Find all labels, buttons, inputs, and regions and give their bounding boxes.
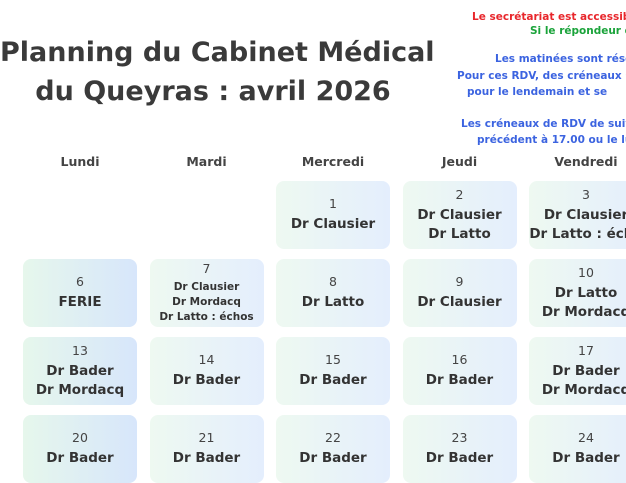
day-card: 20 Dr Bader (23, 415, 137, 483)
day-card: 17 Dr Bader Dr Mordacq (529, 337, 626, 405)
day-card: 2 Dr Clausier Dr Latto (402, 181, 517, 249)
doctor-line: Dr Bader (552, 450, 620, 466)
doctor-line: Dr Latto : écho (529, 225, 626, 242)
day-card: 15 Dr Bader (276, 337, 390, 405)
doctor-line: Dr Clausier (173, 281, 240, 293)
doctor-line: Dr Latto (301, 294, 365, 310)
day-card: 16 Dr Bader (402, 337, 517, 405)
doctor-line: Dr Bader (425, 450, 494, 466)
day-number: 7 (202, 261, 211, 276)
notice-line: Pour ces RDV, des créneaux s (457, 70, 626, 82)
day-card: 1 Dr Clausier (276, 181, 390, 249)
day-card: 7 Dr Clausier Dr Mordacq Dr Latto : échos (149, 259, 264, 327)
day-card: 6 FERIE (23, 259, 137, 327)
day-card: 9 Dr Clausier (402, 259, 517, 327)
day-number: 20 (72, 430, 88, 445)
doctor-line: FERIE (58, 294, 102, 310)
day-card: 22 Dr Bader (276, 415, 390, 483)
doctor-line: Dr Bader (46, 362, 114, 379)
weekday-header: Mercredi (301, 154, 365, 169)
weekday-header: Lundi (60, 154, 100, 169)
doctor-line: Dr Bader (46, 450, 114, 466)
doctor-line: Dr Mordacq (172, 296, 241, 308)
page-title: du Queyras : avril 2026 (35, 76, 391, 107)
notice-line: Les matinées sont rése (495, 53, 626, 65)
day-number: 16 (451, 352, 468, 367)
day-card: 10 Dr Latto Dr Mordacq (529, 259, 626, 327)
day-card: 14 Dr Bader (149, 337, 264, 405)
day-card: 8 Dr Latto (276, 259, 390, 327)
doctor-line: Dr Bader (552, 362, 620, 379)
doctor-line: Dr Mordacq (541, 303, 626, 320)
notice-line: pour le lendemain et se (467, 86, 608, 98)
doctor-line: Dr Bader (172, 372, 241, 388)
day-card: 24 Dr Bader (529, 415, 626, 483)
notice-line: Si le répondeur es (530, 25, 626, 37)
day-number: 6 (76, 274, 84, 289)
doctor-line: Dr Latto (428, 225, 491, 242)
day-number: 14 (198, 352, 215, 367)
weekday-header: Vendredi (554, 154, 618, 169)
day-card: 23 Dr Bader (402, 415, 517, 483)
day-number: 13 (72, 342, 88, 358)
doctor-line: Dr Mordacq (541, 381, 626, 398)
notice-line: précédent à 17.00 ou le lu (477, 134, 626, 146)
doctor-line: Dr Mordacq (35, 381, 125, 398)
page: Le secrétariat est accessible Si le répon… (0, 11, 626, 483)
weekday-header: Mardi (186, 154, 227, 169)
weekday-header: Jeudi (441, 154, 478, 169)
day-card: 13 Dr Bader Dr Mordacq (23, 337, 137, 405)
day-number: 22 (325, 430, 341, 445)
notice-line: Les créneaux de RDV de suiv (461, 118, 626, 130)
notice-line: Le secrétariat est accessible (472, 11, 626, 23)
day-number: 2 (455, 186, 464, 202)
page-title: Planning du Cabinet Médical (0, 37, 435, 68)
day-number: 23 (451, 430, 468, 445)
day-number: 9 (455, 274, 464, 289)
doctor-line: Dr Bader (172, 450, 241, 466)
doctor-line: Dr Clausier (417, 294, 502, 310)
doctor-line: Dr Bader (425, 372, 494, 388)
doctor-line: Dr Latto : échos (159, 311, 254, 323)
day-number: 17 (578, 342, 594, 358)
day-card: 3 Dr Clausier Dr Latto : écho (529, 181, 626, 249)
day-number: 8 (329, 274, 337, 289)
doctor-line: Dr Clausier (543, 206, 626, 223)
day-number: 3 (582, 186, 590, 202)
day-number: 15 (325, 352, 341, 367)
day-number: 21 (198, 430, 215, 445)
doctor-line: Dr Clausier (290, 216, 376, 232)
day-card: 21 Dr Bader (149, 415, 264, 483)
day-number: 24 (578, 430, 594, 445)
doctor-line: Dr Clausier (417, 206, 502, 223)
day-number: 1 (329, 196, 337, 211)
doctor-line: Dr Bader (299, 372, 367, 388)
doctor-line: Dr Latto (554, 284, 618, 301)
day-number: 10 (578, 264, 594, 280)
doctor-line: Dr Bader (299, 450, 367, 466)
